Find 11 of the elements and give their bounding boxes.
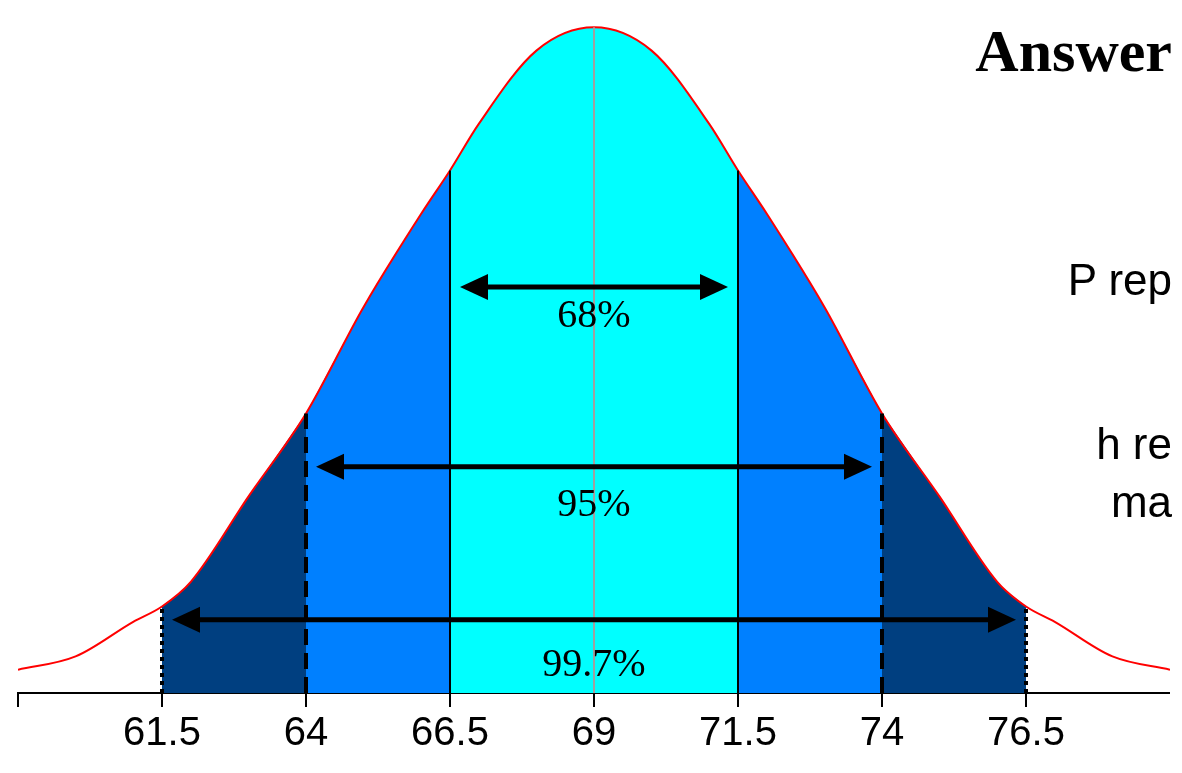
x-tick-label: 69 (571, 709, 617, 754)
x-tick-label: 76.5 (987, 709, 1065, 754)
x-tick-label: 66.5 (411, 709, 489, 754)
annotation: P rep (1067, 255, 1172, 305)
annotation: ma (1110, 477, 1172, 527)
x-tick-label: 61.5 (123, 709, 201, 754)
x-tick-label: 64 (283, 709, 329, 754)
annotation: Answer (975, 18, 1172, 84)
x-tick-label: 71.5 (699, 709, 777, 754)
x-tick-label: 74 (859, 709, 905, 754)
annotation: h re (1096, 419, 1172, 469)
